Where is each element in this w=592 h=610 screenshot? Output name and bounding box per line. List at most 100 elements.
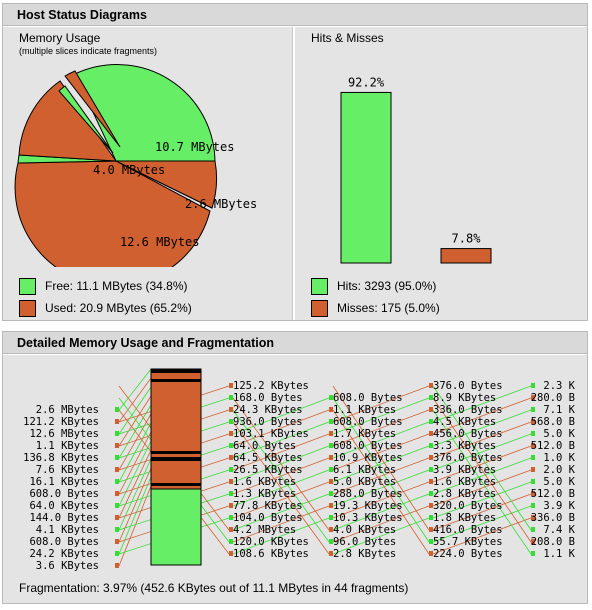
fragment-link bbox=[332, 469, 430, 507]
fragment-marker bbox=[429, 491, 433, 496]
fragment-link bbox=[432, 385, 532, 531]
fragment-label: 512.0 B bbox=[531, 440, 575, 452]
fragment-marker bbox=[531, 539, 535, 544]
fragment-marker bbox=[429, 455, 433, 460]
fragment-label: 16.1 KBytes bbox=[29, 476, 99, 488]
fragment-link bbox=[232, 397, 330, 531]
legend-free-label: Free: 11.1 MBytes (34.8%) bbox=[45, 279, 188, 293]
used-swatch bbox=[19, 299, 36, 317]
legend-hits-label: Hits: 3293 (95.0%) bbox=[337, 279, 437, 293]
fragment-label: 1.0 K bbox=[543, 452, 575, 464]
fragment-link bbox=[332, 505, 430, 543]
fragment-label: 10.3 KBytes bbox=[333, 512, 403, 524]
fragment-link bbox=[118, 368, 152, 411]
fragment-link bbox=[432, 505, 532, 543]
fragment-label: 3.9 KBytes bbox=[433, 464, 496, 476]
fragment-marker bbox=[115, 443, 119, 448]
fragment-marker bbox=[531, 407, 535, 412]
fragment-marker bbox=[329, 443, 333, 448]
fragment-marker bbox=[229, 455, 233, 460]
fragment-label: 55.7 KBytes bbox=[433, 536, 503, 548]
detail-panel-title: Detailed Memory Usage and Fragmentation bbox=[3, 332, 587, 354]
pie-slice-exploded-2 bbox=[64, 70, 121, 148]
fragment-link bbox=[232, 493, 330, 531]
fragment-link bbox=[432, 517, 532, 555]
fragment-marker bbox=[429, 395, 433, 400]
fragment-label: 104.0 Bytes bbox=[233, 512, 303, 524]
fragment-marker bbox=[115, 419, 119, 424]
legend-misses-label: Misses: 175 (5.0%) bbox=[337, 301, 440, 315]
fragment-marker bbox=[531, 431, 535, 436]
fragment-link bbox=[432, 469, 532, 507]
fragment-link bbox=[432, 397, 532, 543]
fragment-marker bbox=[531, 383, 535, 388]
fragment-link bbox=[118, 386, 152, 435]
fragment-label: 24.2 KBytes bbox=[29, 548, 99, 560]
fragment-marker bbox=[329, 431, 333, 436]
fragment-label: 64.0 KBytes bbox=[29, 500, 99, 512]
hits-misses-title: Hits & Misses bbox=[311, 31, 384, 45]
fragment-label: 121.2 KBytes bbox=[23, 416, 99, 428]
fragment-marker bbox=[229, 479, 233, 484]
memory-block-marker bbox=[151, 483, 201, 486]
fragment-label: 1.1 KBytes bbox=[36, 440, 99, 452]
fragment-marker bbox=[329, 491, 333, 496]
fragment-marker bbox=[115, 539, 119, 544]
fragment-label: 5.0 K bbox=[543, 476, 575, 488]
fragment-label: 1.3 KBytes bbox=[233, 488, 296, 500]
fragment-label: 8.9 KBytes bbox=[433, 392, 496, 404]
misses-swatch bbox=[311, 299, 328, 317]
fragment-marker bbox=[531, 467, 535, 472]
pie-slice-free bbox=[74, 64, 216, 162]
fragment-link bbox=[432, 397, 532, 435]
misses-bar-label: 7.8% bbox=[452, 232, 482, 246]
fragment-marker bbox=[115, 527, 119, 532]
fragment-marker bbox=[531, 515, 535, 520]
fragment-label: 1.8 KBytes bbox=[433, 512, 496, 524]
fragment-label: 108.6 KBytes bbox=[233, 548, 309, 560]
fragment-label: 3.3 KBytes bbox=[433, 440, 496, 452]
fragment-marker bbox=[329, 527, 333, 532]
fragment-label: 336.0 Bytes bbox=[433, 404, 503, 416]
hits-bar-chart: 92.2% 7.8% bbox=[340, 75, 492, 264]
fragment-marker bbox=[531, 503, 535, 508]
fragment-label: 456.0 Bytes bbox=[433, 428, 503, 440]
hits-misses-section: Hits & Misses 92.2% 7.8% Hits: 3293 (95.… bbox=[295, 27, 587, 320]
fragment-label: 12.6 MBytes bbox=[29, 428, 99, 440]
fragment-label: 608.0 Bytes bbox=[333, 392, 403, 404]
fragment-marker bbox=[329, 419, 333, 424]
fragment-link bbox=[232, 481, 330, 519]
legend-misses: Misses: 175 (5.0%) bbox=[311, 299, 440, 317]
fragment-marker bbox=[229, 443, 233, 448]
fragment-label: 7.4 K bbox=[543, 524, 575, 536]
memory-block-marker bbox=[151, 451, 201, 454]
fragment-label: 1.1 KBytes bbox=[333, 404, 396, 416]
memory-block-marker bbox=[151, 457, 201, 461]
pie-slice-used-small bbox=[115, 160, 218, 209]
pie-slice-used-large bbox=[14, 160, 211, 267]
memory-usage-section: Memory Usage (multiple slices indicate f… bbox=[3, 27, 293, 320]
fragment-link bbox=[332, 481, 430, 519]
panel-title: Host Status Diagrams bbox=[3, 4, 587, 26]
fragment-label: 168.0 Bytes bbox=[233, 392, 303, 404]
fragment-marker bbox=[531, 527, 535, 532]
fragment-marker bbox=[229, 431, 233, 436]
fragment-label: 26.5 KBytes bbox=[233, 464, 303, 476]
fragment-link bbox=[232, 409, 330, 447]
fragment-marker bbox=[531, 551, 535, 556]
fragment-label: 608.0 Bytes bbox=[333, 440, 403, 452]
fragment-label: 2.3 K bbox=[543, 380, 575, 392]
fragment-marker bbox=[429, 419, 433, 424]
fragment-label: 336.0 B bbox=[531, 512, 575, 524]
fragment-link bbox=[232, 409, 330, 543]
fragment-link bbox=[232, 421, 330, 555]
fragment-marker bbox=[115, 407, 119, 412]
legend-used-label: Used: 20.9 MBytes (65.2%) bbox=[45, 301, 192, 315]
fragment-marker bbox=[329, 455, 333, 460]
fragment-link bbox=[332, 421, 430, 459]
fragment-label: 376.0 Bytes bbox=[433, 452, 503, 464]
pie-label-2: 4.0 MBytes bbox=[93, 163, 165, 177]
fragment-link bbox=[118, 395, 152, 447]
fragment-label: 125.2 KBytes bbox=[233, 380, 309, 392]
fragment-label: 64.0 Bytes bbox=[233, 440, 296, 452]
